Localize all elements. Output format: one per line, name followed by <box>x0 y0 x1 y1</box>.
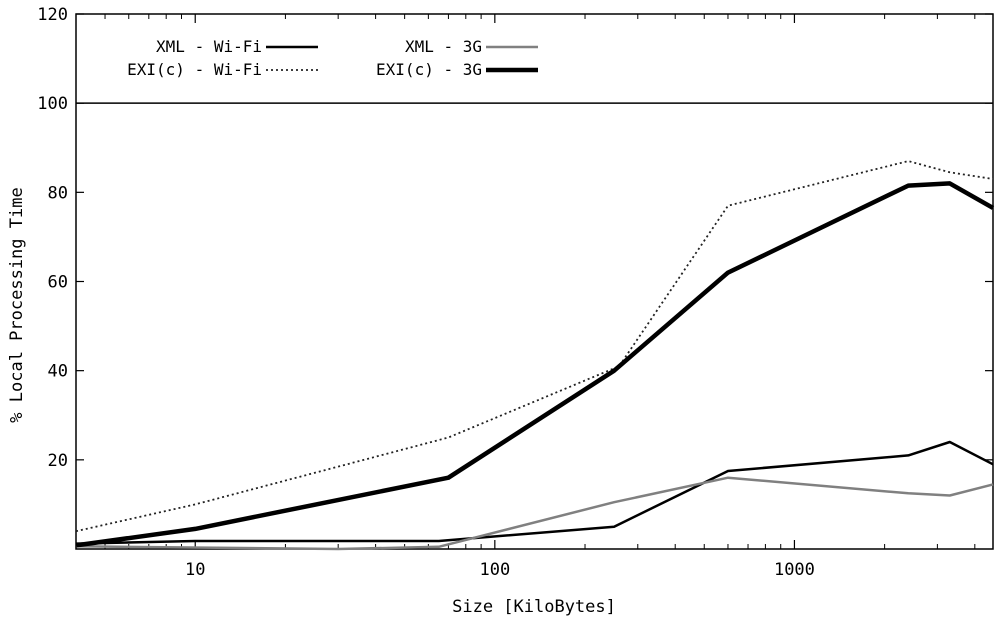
series-line-1 <box>75 160 994 533</box>
x-axis-label: Size [KiloBytes] <box>452 597 616 617</box>
x-tick-label: 100 <box>479 560 510 580</box>
x-tick-label: 10 <box>185 560 205 580</box>
legend: XML - Wi-Fi EXI(c) - Wi-Fi XML - 3G EXI(c) … <box>127 37 538 79</box>
y-axis-label: % Local Processing Time <box>7 187 27 422</box>
axis-ticks: 20 40 60 80 100 120 10 100 1000 <box>37 5 993 580</box>
legend-label-0: XML - Wi-Fi <box>156 37 262 56</box>
legend-label-1: EXI(c) - Wi-Fi <box>127 60 262 79</box>
y-tick-label: 120 <box>37 5 68 25</box>
legend-label-3: EXI(c) - 3G <box>376 60 482 79</box>
series-line-0 <box>75 440 994 545</box>
y-tick-label: 100 <box>37 94 68 114</box>
series-lines <box>75 160 995 551</box>
y-tick-label: 60 <box>48 273 68 293</box>
y-tick-label: 40 <box>48 362 68 382</box>
y-tick-label: 80 <box>48 183 68 203</box>
plot-frame <box>75 13 994 550</box>
y-tick-label: 20 <box>48 451 68 471</box>
series-line-3 <box>75 181 995 548</box>
series-line-2 <box>75 476 994 551</box>
legend-label-2: XML - 3G <box>405 37 482 56</box>
x-tick-label: 1000 <box>774 560 815 580</box>
